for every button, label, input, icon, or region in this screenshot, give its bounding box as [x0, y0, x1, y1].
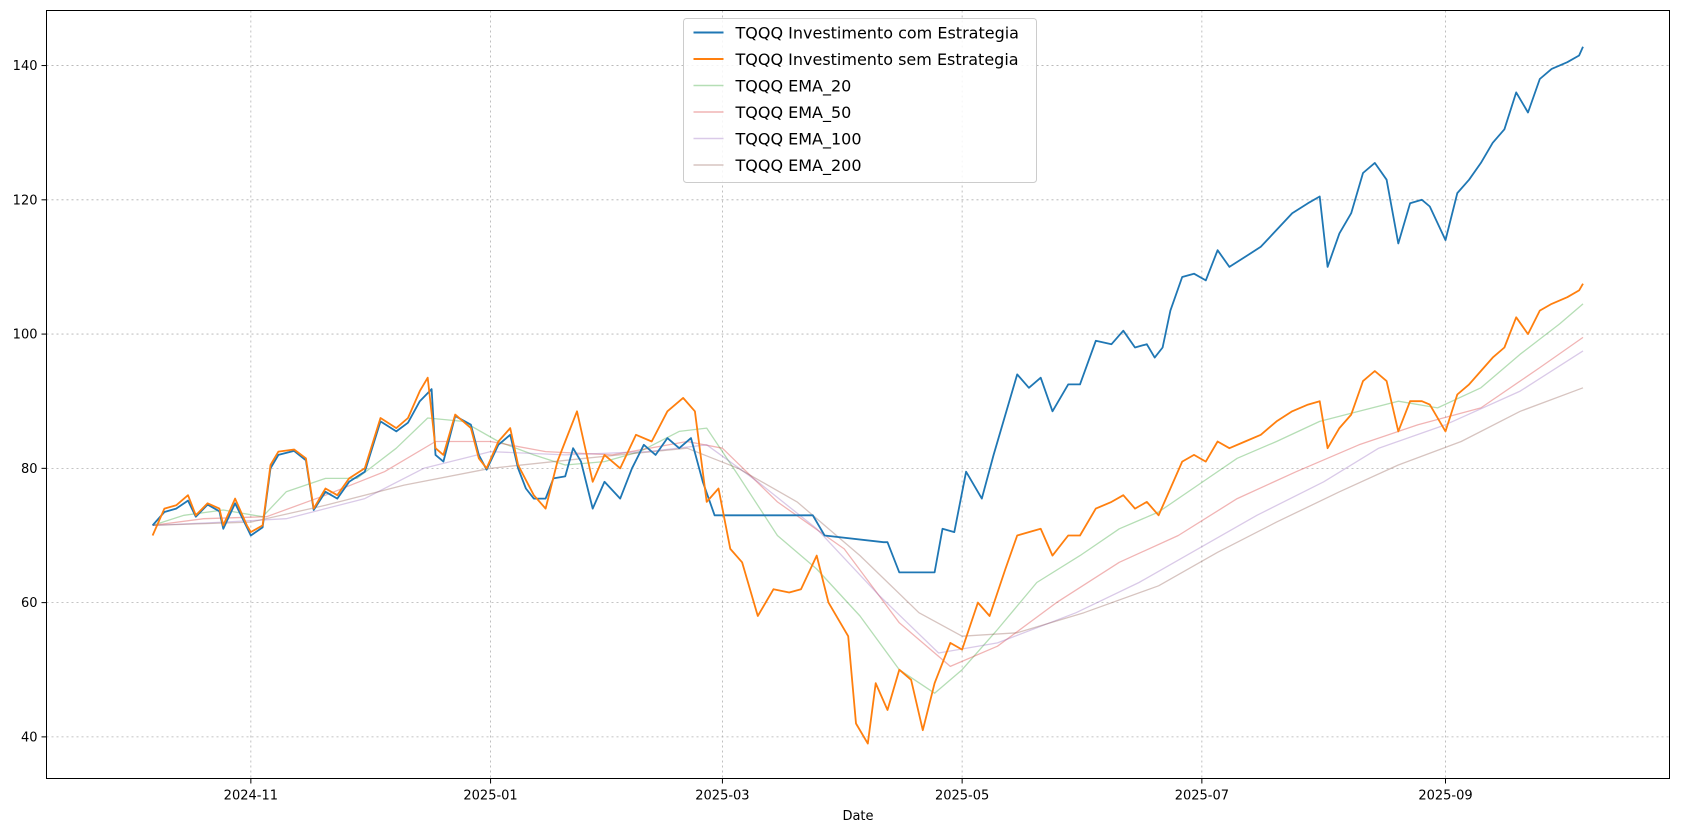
series-line-tqqq-ema-100 [152, 350, 1584, 654]
series-line-tqqq-ema-20 [152, 303, 1584, 694]
series-line-tqqq-investimento-sem-estrategia [151, 283, 1584, 745]
x-tick-label: 2025-07 [1175, 789, 1229, 804]
legend-label: TQQQ EMA_20 [735, 77, 852, 97]
x-tick-label: 2025-05 [935, 789, 989, 804]
series-line-tqqq-ema-200 [152, 387, 1584, 637]
legend: TQQQ Investimento com Estrategia TQQQ Inv… [683, 18, 1037, 183]
x-axis: 2024-11 2025-01 2025-03 2025-05 2025-07 2025-… [224, 778, 1473, 804]
legend-label: TQQQ EMA_200 [735, 156, 862, 176]
series-line-tqqq-investimento-com-estrategia [151, 46, 1584, 574]
plot-frame [46, 10, 1670, 779]
y-axis: 40 60 80 100 120 140 [13, 59, 47, 745]
series-line-tqqq-ema-50 [152, 336, 1584, 668]
legend-label: TQQQ EMA_100 [735, 130, 862, 150]
legend-box [683, 18, 1037, 183]
y-tick-label: 80 [21, 462, 38, 477]
series-layer [151, 46, 1584, 745]
y-tick-label: 40 [21, 730, 38, 745]
x-tick-label: 2025-09 [1418, 789, 1472, 804]
legend-label: TQQQ Investimento sem Estrategia [735, 50, 1019, 69]
legend-label: TQQQ Investimento com Estrategia [735, 24, 1019, 43]
y-tick-label: 140 [13, 59, 38, 74]
x-tick-label: 2025-03 [695, 789, 749, 804]
x-axis-label: Date [842, 809, 873, 824]
legend-label: TQQQ EMA_50 [735, 103, 852, 123]
x-tick-label: 2024-11 [224, 789, 278, 804]
y-tick-label: 100 [13, 328, 38, 343]
y-tick-label: 60 [21, 596, 38, 611]
x-tick-label: 2025-01 [463, 789, 517, 804]
y-tick-label: 120 [13, 193, 38, 208]
